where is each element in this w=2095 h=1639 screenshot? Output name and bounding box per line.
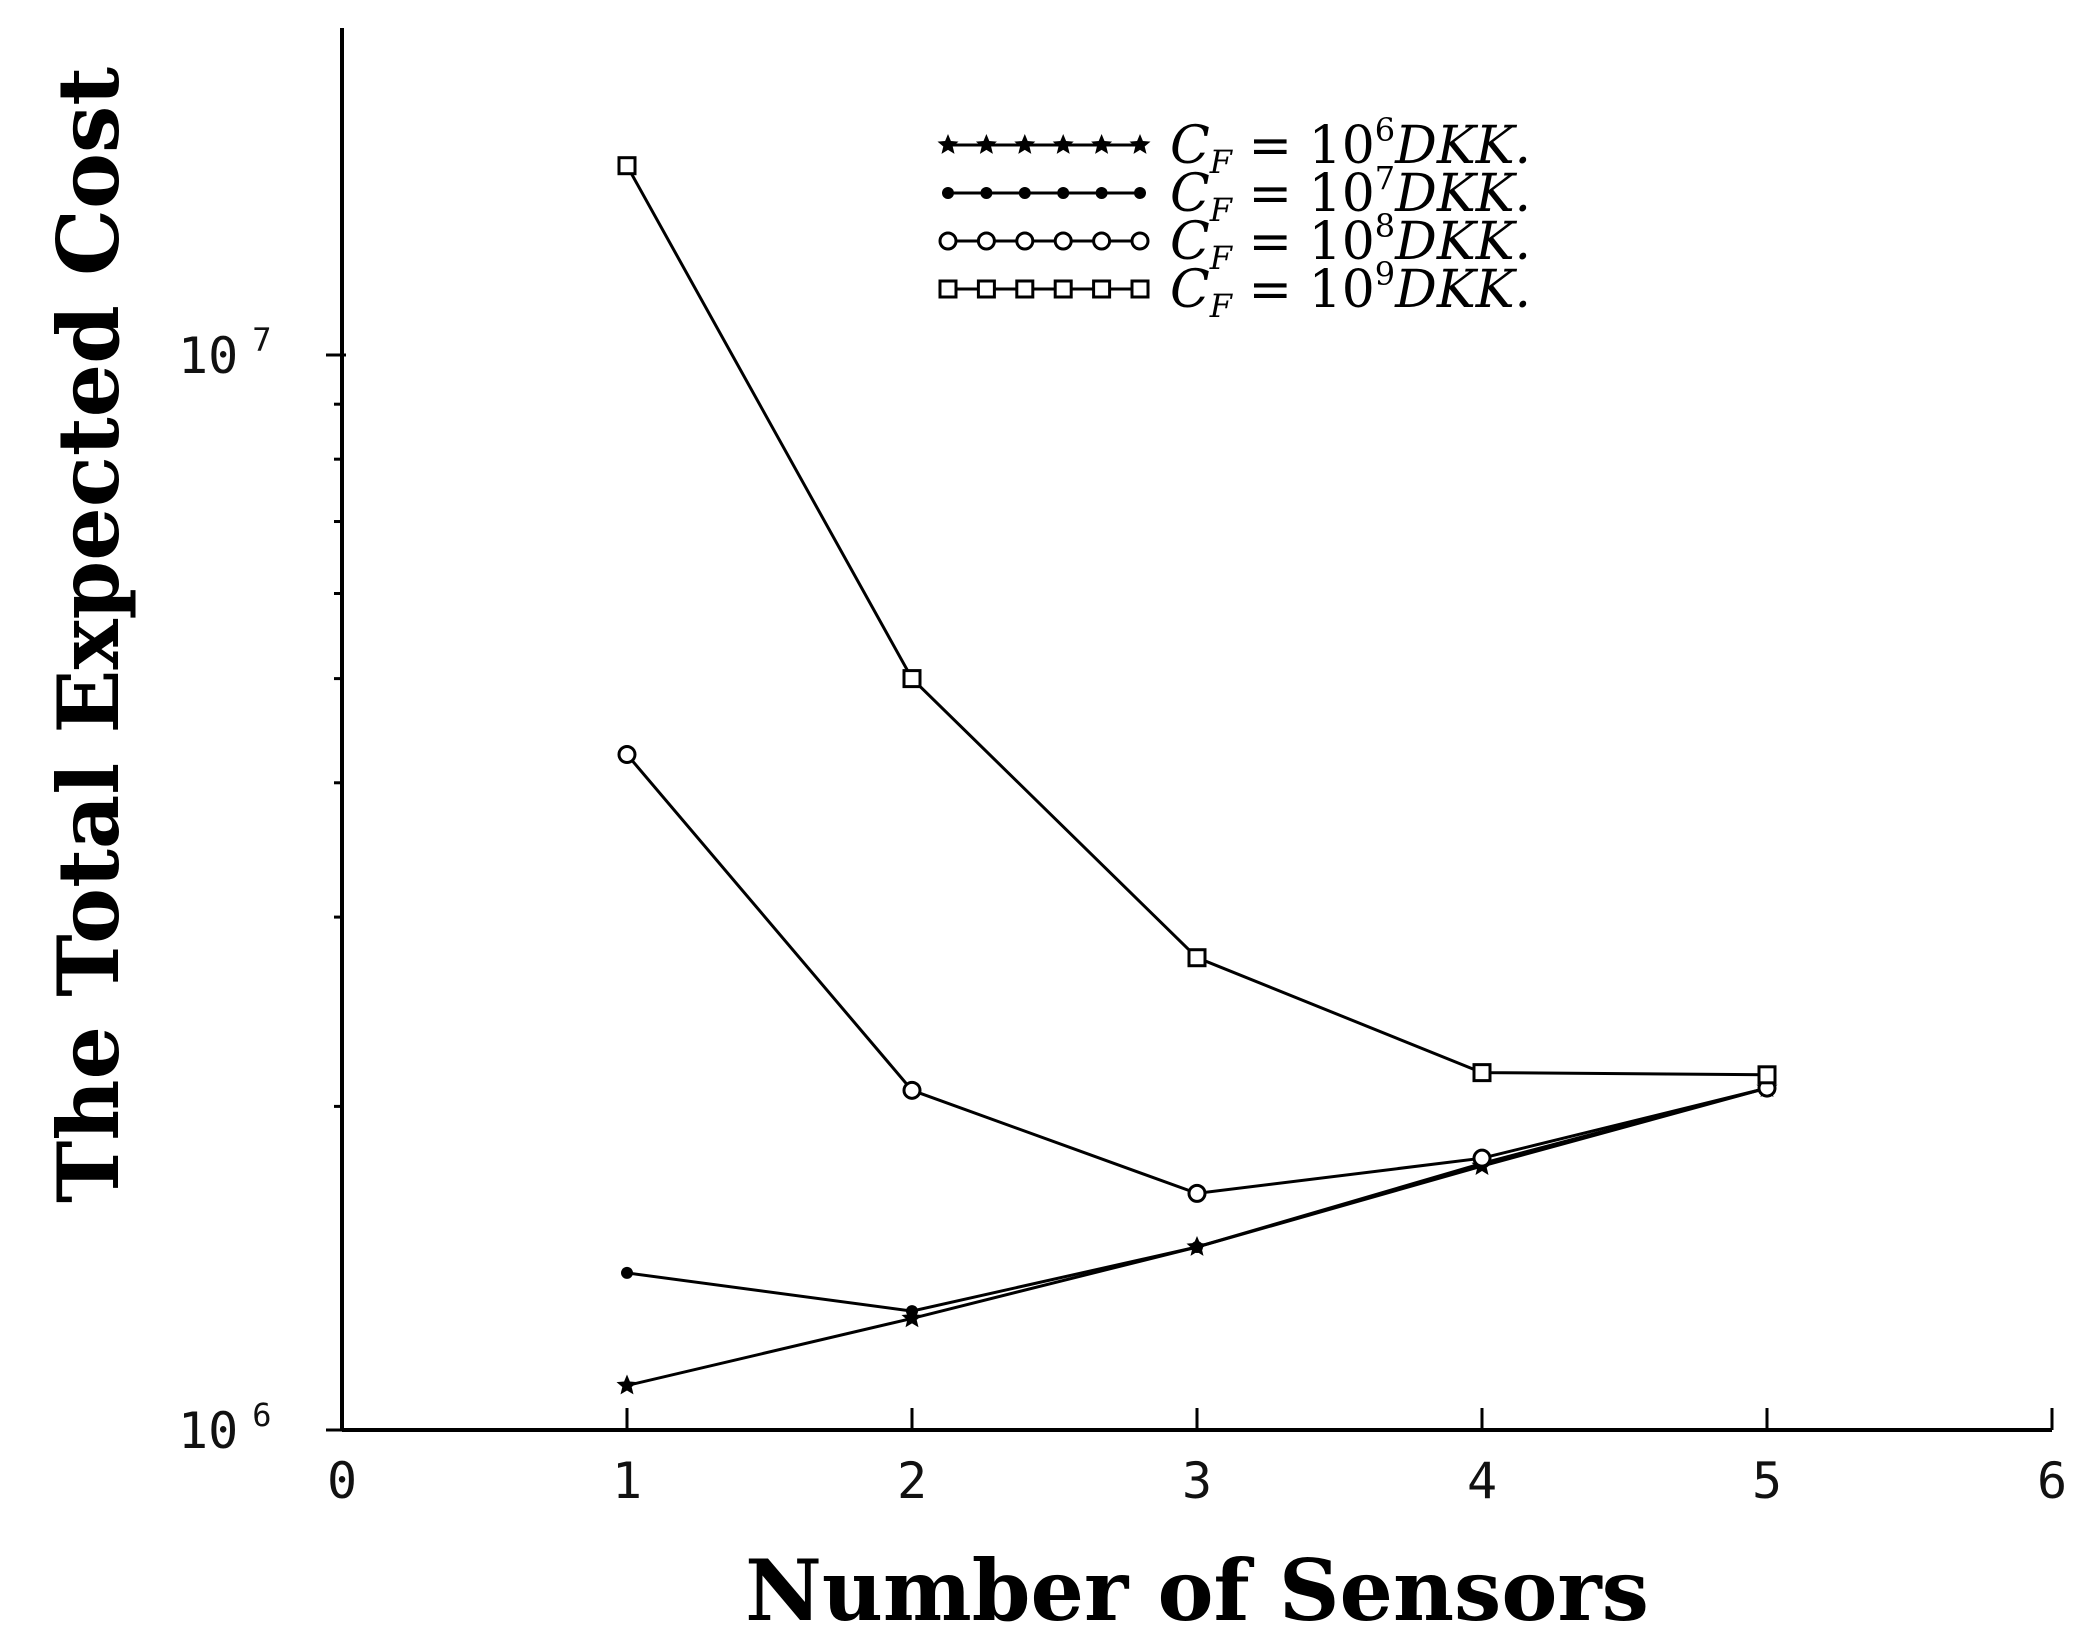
data-point [1472, 1063, 1492, 1083]
legend-item: CF = 107DKK. [942, 159, 1531, 229]
series-square [617, 156, 1777, 1085]
series-layer [616, 156, 1778, 1395]
data-point [1187, 948, 1207, 968]
legend-label: CF = 109DKK. [1170, 255, 1531, 325]
data-point [902, 1080, 922, 1100]
legend-marker [1129, 134, 1151, 154]
legend-marker [1130, 231, 1150, 251]
data-point [1187, 1183, 1207, 1203]
data-point [616, 1374, 638, 1395]
legend-marker [1091, 134, 1113, 154]
legend-marker [1018, 187, 1031, 199]
x-tick-label: 2 [897, 1452, 927, 1510]
legend-marker [938, 279, 958, 299]
x-tick-label: 4 [1467, 1452, 1497, 1510]
data-point [901, 1307, 923, 1328]
x-tick-label: 5 [1752, 1452, 1782, 1510]
x-tick-label: 6 [2037, 1452, 2067, 1510]
series-line [625, 753, 1768, 1195]
legend-label: CF = 107DKK. [1170, 159, 1531, 229]
legend-marker [980, 187, 993, 199]
legend-marker [1014, 134, 1036, 154]
legend-item: CF = 109DKK. [938, 255, 1531, 325]
legend-label: CF = 108DKK. [1170, 207, 1531, 277]
legend: CF = 106DKK.CF = 107DKK.CF = 108DKK.CF =… [937, 111, 1531, 325]
x-tick-label: 3 [1182, 1452, 1212, 1510]
data-point [1472, 1148, 1492, 1168]
series-star [616, 1077, 1778, 1395]
x-ticks: 0 1 2 3 4 5 6 [327, 1408, 2067, 1510]
data-point [621, 1266, 633, 1279]
legend-label: CF = 106DKK. [1170, 111, 1531, 181]
legend-marker [1130, 279, 1150, 299]
legend-marker [938, 231, 958, 251]
x-axis-title: Number of Sensors [745, 1541, 1649, 1639]
legend-marker [1092, 231, 1112, 251]
data-point [906, 1305, 918, 1318]
legend-item: CF = 106DKK. [937, 111, 1531, 181]
data-point [1191, 1240, 1203, 1253]
legend-marker [1092, 279, 1112, 299]
legend-marker [976, 231, 996, 251]
legend-marker [1015, 231, 1035, 251]
legend-marker [1052, 134, 1074, 154]
legend-marker [976, 279, 996, 299]
legend-marker [1053, 279, 1073, 299]
legend-marker [1095, 187, 1108, 199]
legend-marker [1053, 231, 1073, 251]
legend-marker [1134, 187, 1146, 199]
data-point [1757, 1065, 1777, 1085]
legend-marker [1057, 187, 1070, 199]
data-point [902, 669, 922, 689]
legend-item: CF = 108DKK. [938, 207, 1531, 277]
data-point [617, 156, 637, 176]
legend-marker [1015, 279, 1035, 299]
y-tick-label: 10 6 [178, 1396, 271, 1460]
legend-marker [975, 134, 997, 154]
legend-marker [937, 134, 959, 154]
legend-marker [942, 187, 954, 199]
y-axis-title: The Total Expected Cost [39, 67, 138, 1203]
x-tick-label: 0 [327, 1452, 357, 1510]
x-tick-label: 1 [612, 1452, 642, 1510]
data-point [617, 744, 637, 764]
y-tick-label: 10 7 [178, 321, 271, 385]
